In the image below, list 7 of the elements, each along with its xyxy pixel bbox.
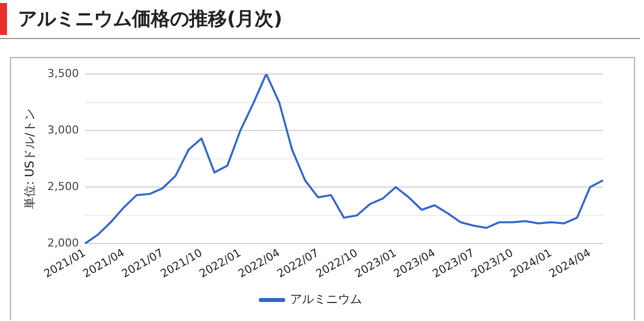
y-axis-title: 単位: USドル/トン: [22, 108, 36, 210]
y-tick-label: 2,000: [47, 236, 79, 250]
chart-title: アルミニウム価格の推移(月次): [18, 7, 282, 32]
legend-label: アルミニウム: [290, 292, 362, 306]
y-tick-label: 2,500: [47, 180, 79, 194]
y-tick-label: 3,000: [47, 123, 79, 136]
y-tick-label: 3,500: [47, 66, 79, 80]
